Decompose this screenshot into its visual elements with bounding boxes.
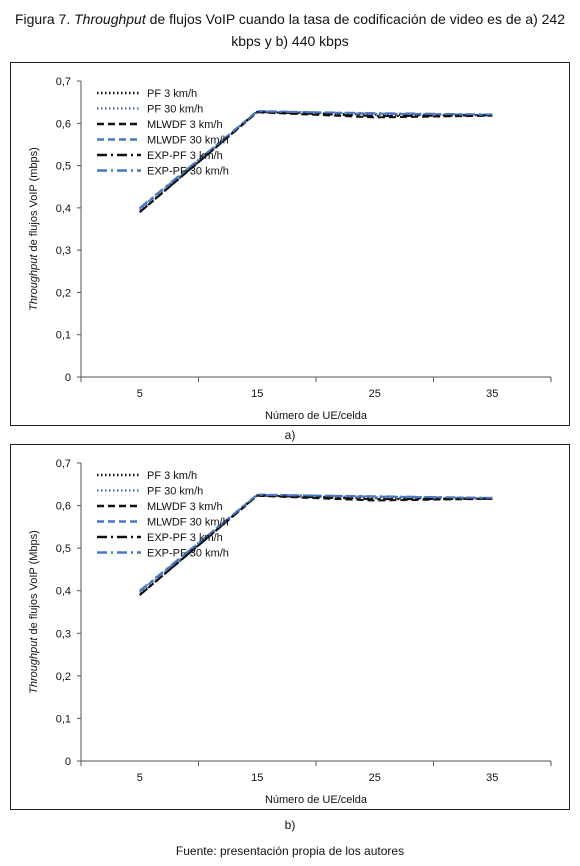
y-tick-label: 0,3 bbox=[56, 628, 71, 640]
y-axis-label: Throughput de flujos VoIP (Mbps) bbox=[28, 530, 40, 694]
y-tick-label: 0,2 bbox=[56, 287, 71, 299]
x-tick-label: 15 bbox=[251, 388, 263, 400]
x-tick-label: 25 bbox=[369, 388, 381, 400]
series-line-3 bbox=[139, 493, 493, 593]
x-tick-label: 5 bbox=[137, 772, 143, 784]
caption-rest: de flujos VoIP cuando la tasa de codific… bbox=[149, 11, 565, 49]
legend-entry: EXP-PF 3 km/h bbox=[147, 150, 223, 162]
y-tick-label: 0,3 bbox=[56, 245, 71, 257]
legend-entry: PF 3 km/h bbox=[147, 88, 197, 100]
legend-entry: PF 30 km/h bbox=[147, 104, 203, 116]
series-line-2 bbox=[139, 111, 493, 213]
x-tick-label: 35 bbox=[486, 772, 498, 784]
series-line-5 bbox=[139, 493, 493, 592]
y-tick-label: 0,4 bbox=[56, 203, 71, 215]
legend-entry: PF 3 km/h bbox=[147, 470, 197, 482]
source-note: Fuente: presentación propia de los autor… bbox=[175, 844, 405, 858]
y-tick-label: 0,1 bbox=[56, 330, 71, 342]
figure-caption: Figura 7. Throughput de flujos VoIP cuan… bbox=[10, 8, 570, 52]
chart-panel-b: 0 0,1 0,2 0,3 0,4 0,5 0,6 0,7 5 15 25 35 Número de U… bbox=[10, 444, 570, 810]
y-tick-label: 0 bbox=[65, 372, 71, 384]
y-tick-label: 0,2 bbox=[56, 671, 71, 683]
y-tick-label: 0,5 bbox=[56, 543, 71, 555]
y-tick-label: 0,6 bbox=[56, 501, 71, 513]
y-tick-label: 0,5 bbox=[56, 161, 71, 173]
legend-entry: EXP-PF 30 km/h bbox=[147, 548, 229, 560]
legend-entry: MLWDF 3 km/h bbox=[147, 501, 223, 513]
legend-entry: MLWDF 30 km/h bbox=[147, 135, 229, 147]
y-axis-label: Throughput de flujos VoIP (mbps) bbox=[28, 147, 40, 311]
x-tick-label: 25 bbox=[369, 772, 381, 784]
caption-prefix: Figura 7. bbox=[14, 11, 71, 27]
x-tick-label: 15 bbox=[251, 772, 263, 784]
legend-entry: EXP-PF 3 km/h bbox=[147, 532, 223, 544]
x-tick-label: 35 bbox=[486, 388, 498, 400]
x-tick-label: 5 bbox=[137, 388, 143, 400]
chart-panel-a: 0 0,1 0,2 0,3 0,4 0,5 0,6 0,7 5 15 25 35 Número de U… bbox=[10, 62, 570, 426]
x-axis-label: Número de UE/celda bbox=[265, 794, 368, 806]
caption-italic: Throughput bbox=[74, 11, 146, 27]
y-tick-label: 0 bbox=[65, 756, 71, 768]
y-tick-label: 0,7 bbox=[56, 76, 71, 88]
panel-label-a: a) bbox=[284, 428, 296, 442]
y-tick-label: 0,1 bbox=[56, 713, 71, 725]
y-tick-label: 0,7 bbox=[56, 458, 71, 470]
chart-a: 0 0,1 0,2 0,3 0,4 0,5 0,6 0,7 5 15 25 35 Número de U… bbox=[28, 76, 552, 422]
legend-entry: MLWDF 3 km/h bbox=[147, 119, 223, 131]
series-line-5 bbox=[139, 110, 493, 209]
legend-entry: EXP-PF 30 km/h bbox=[147, 166, 229, 178]
series-line-3 bbox=[139, 109, 493, 210]
legend-entry: MLWDF 30 km/h bbox=[147, 517, 229, 529]
legend-entry: PF 30 km/h bbox=[147, 486, 203, 498]
chart-b: 0 0,1 0,2 0,3 0,4 0,5 0,6 0,7 5 15 25 35 Número de U… bbox=[28, 458, 552, 806]
y-tick-label: 0,6 bbox=[56, 118, 71, 130]
series-line-2 bbox=[139, 494, 493, 596]
y-tick-label: 0,4 bbox=[56, 586, 71, 598]
x-axis-label: Número de UE/celda bbox=[265, 410, 368, 422]
panel-label-b: b) bbox=[284, 818, 296, 832]
